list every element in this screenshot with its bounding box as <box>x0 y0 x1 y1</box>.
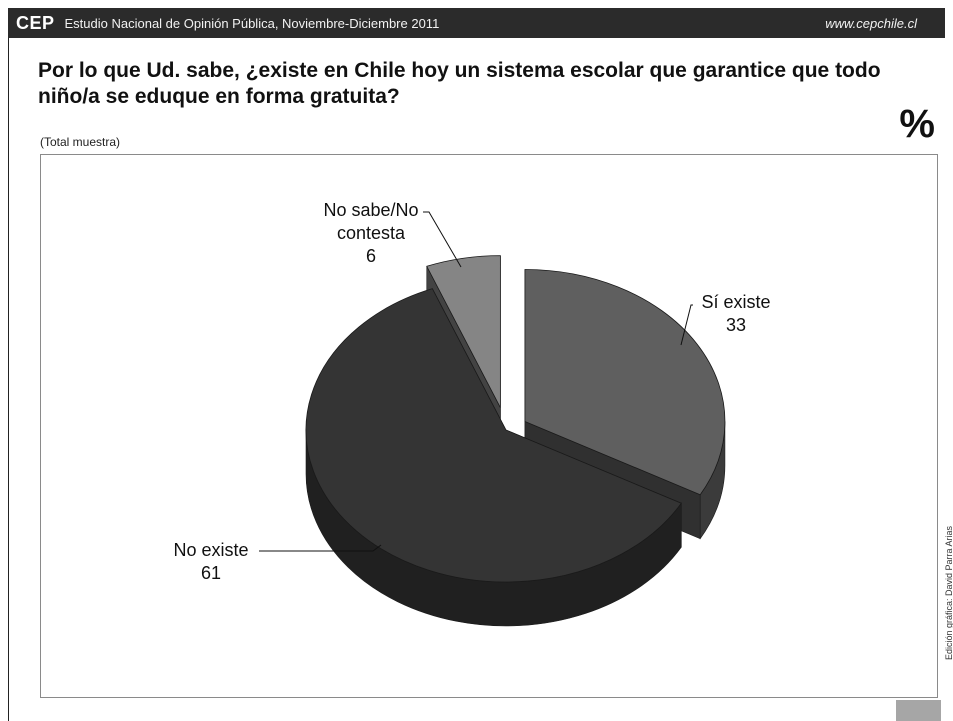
chart-frame: Sí existe 33 No existe 61 No sabe/No contesta… <box>40 154 938 698</box>
pie-tops <box>305 255 726 583</box>
value-no-existe: 61 <box>201 563 221 583</box>
pie-labels: Sí existe 33 No existe 61 No sabe/No contesta… <box>173 200 770 583</box>
percent-unit: % <box>899 102 935 146</box>
label-no-sabe-1: contesta <box>337 223 406 243</box>
sample-note: (Total muestra) <box>40 135 121 149</box>
header-bar: CEP Estudio Nacional de Opinión Pública,… <box>8 8 945 38</box>
leader-line-no-sabe <box>423 211 462 268</box>
pie-chart: Sí existe 33 No existe 61 No sabe/No contesta… <box>173 200 771 627</box>
value-no-sabe: 6 <box>366 246 376 266</box>
header-subtitle: Estudio Nacional de Opinión Pública, Nov… <box>64 15 440 31</box>
leader-line-no-existe <box>259 544 382 552</box>
label-no-existe: No existe <box>173 540 248 560</box>
leader-line-si-existe <box>680 304 693 346</box>
label-no-sabe-0: No sabe/No <box>323 200 418 220</box>
header-url[interactable]: www.cepchile.cl <box>825 15 917 31</box>
pie-slice-no-sabe-no-contesta <box>426 255 501 408</box>
corner-box <box>896 700 941 721</box>
value-si-existe: 33 <box>726 315 746 335</box>
cep-logo: CEP <box>16 12 55 33</box>
graphic-credit: Edición gráfica: David Parra Arias <box>944 525 953 660</box>
pie-slice-no-existe <box>305 288 682 583</box>
label-si-existe: Sí existe <box>701 292 770 312</box>
pie-slice-s-existe <box>524 269 726 496</box>
question-title: Por lo que Ud. sabe, ¿existe en Chile ho… <box>38 59 881 108</box>
